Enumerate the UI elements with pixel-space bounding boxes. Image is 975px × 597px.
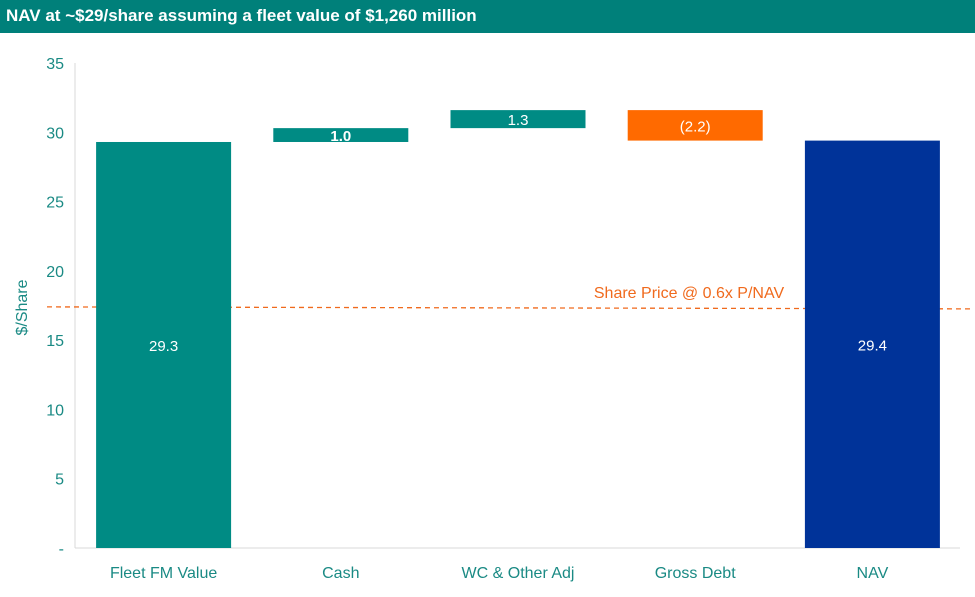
x-category-label: NAV [857, 565, 889, 582]
x-category-label: WC & Other Adj [462, 565, 575, 582]
label-layer: 29.3 1.0 1.3 (2.2) 29.4 [149, 112, 887, 355]
y-tick-label: 5 [55, 472, 64, 489]
bar-layer [96, 110, 940, 548]
y-axis-title: $/Share [14, 279, 31, 335]
y-tick-label: 15 [46, 333, 64, 350]
bar-cash [273, 128, 409, 142]
data-label: 1.0 [330, 128, 351, 145]
y-tick-label: 25 [46, 195, 64, 212]
y-tick-label: 20 [46, 264, 64, 281]
y-tick-label: 35 [46, 56, 64, 73]
bar-fleet-fm-value [96, 141, 232, 548]
chart-title: NAV at ~$29/share assuming a fleet value… [6, 6, 477, 25]
title-bar: NAV at ~$29/share assuming a fleet value… [0, 0, 975, 33]
bar-gross-debt [627, 110, 763, 141]
data-label: 29.4 [858, 337, 887, 354]
y-tick-label: - [59, 541, 64, 558]
x-category-label: Cash [322, 565, 359, 582]
x-category-label: Fleet FM Value [110, 565, 217, 582]
bar-wc-other-adj [450, 110, 586, 129]
data-label: 29.3 [149, 338, 178, 355]
y-tick-label: 30 [46, 125, 64, 142]
data-label: (2.2) [680, 118, 711, 135]
share-price-reference-label: Share Price @ 0.6x P/NAV [594, 285, 785, 302]
x-category-label: Gross Debt [655, 565, 736, 582]
axis-layer: - 5 10 15 20 25 30 35 $/Share Fleet FM Value Cash W… [14, 56, 960, 582]
data-label: 1.3 [508, 112, 529, 129]
bar-nav [804, 140, 940, 548]
y-tick-label: 10 [46, 402, 64, 419]
